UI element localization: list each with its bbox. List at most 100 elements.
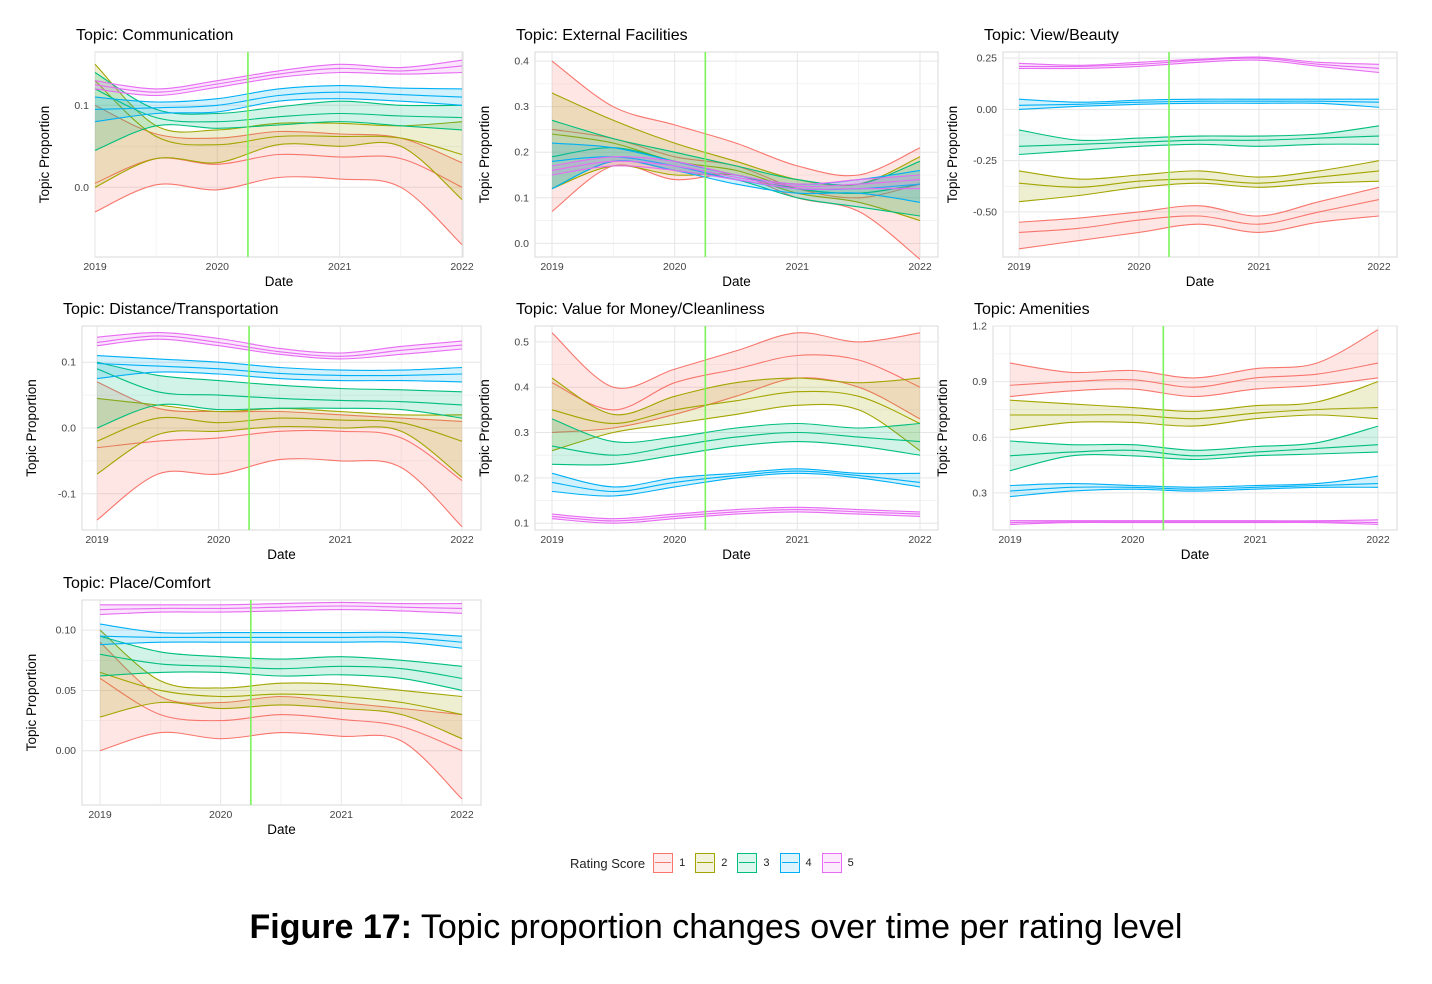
lower-line-2 (99, 701, 463, 740)
upper-line-5 (96, 332, 463, 354)
mean-line-2 (96, 416, 463, 442)
lower-line-1 (99, 731, 463, 800)
upper-line-5 (99, 601, 463, 606)
y-tick-label: -0.25 (973, 155, 997, 167)
x-tick-label: 2021 (786, 261, 810, 273)
panel-border (534, 51, 939, 258)
y-tick-label: -0.1 (58, 488, 76, 500)
series-4 (96, 355, 463, 383)
upper-line-5 (1018, 56, 1380, 66)
upper-line-5 (94, 59, 463, 90)
x-tick-label: 2020 (209, 809, 233, 821)
y-tick-label: 0.1 (61, 357, 76, 369)
series-1 (96, 381, 463, 528)
y-tick-label: 0.0 (514, 238, 529, 250)
mean-line-5 (99, 605, 463, 611)
confidence-band-2 (552, 378, 920, 451)
x-axis-label: Date (267, 547, 296, 562)
y-tick-label: 0.05 (56, 685, 77, 697)
mean-line-3 (94, 88, 463, 123)
upper-line-3 (1009, 425, 1379, 451)
upper-line-3 (551, 418, 921, 444)
y-tick-label: 0.2 (514, 472, 529, 484)
series-2 (1018, 160, 1380, 203)
mean-line-2 (1018, 170, 1380, 188)
y-tick-label: 0.5 (514, 336, 529, 348)
x-tick-label: 2021 (1247, 261, 1271, 273)
x-tick-label: 2022 (908, 261, 932, 273)
mean-line-4 (99, 635, 463, 643)
lower-line-5 (96, 338, 463, 360)
series-4 (94, 85, 463, 123)
panel-border (992, 325, 1398, 531)
legend-item-3: 3 (737, 853, 770, 873)
y-tick-label: 0.3 (972, 487, 987, 499)
lower-line-5 (1009, 521, 1379, 525)
mean-line-1 (551, 354, 921, 411)
y-tick-label: 0.6 (972, 432, 987, 444)
x-tick-label: 2022 (908, 534, 932, 546)
upper-line-1 (99, 641, 463, 716)
series-5 (96, 332, 463, 360)
legend-title: Rating Score (570, 855, 646, 871)
x-tick-label: 2020 (663, 534, 687, 546)
legend-label-3: 3 (763, 857, 770, 869)
confidence-band-4 (100, 624, 462, 649)
y-tick-label: 0.4 (514, 56, 529, 68)
mean-line-4 (94, 91, 463, 110)
chart-panel-5: 2019 2020 2021 2022 0.1 0.2 0.3 0.4 0.5 Topic: Va… (477, 301, 939, 562)
y-tick-label: 0.4 (514, 382, 529, 394)
mean-line-2 (1010, 407, 1379, 420)
series-3 (551, 418, 921, 466)
y-axis-label: Topic Proportion (477, 379, 492, 477)
confidence-band-2 (97, 398, 462, 478)
upper-line-1 (551, 332, 921, 389)
x-tick-label: 2020 (1121, 534, 1145, 546)
figure-caption: Figure 17: Topic proportion changes over… (0, 908, 1432, 947)
y-axis-label: Topic Proportion (935, 379, 950, 477)
lower-line-1 (96, 458, 463, 528)
upper-line-3 (94, 72, 463, 115)
series-5 (1009, 519, 1379, 525)
confidence-band-3 (95, 72, 462, 151)
upper-line-2 (1009, 381, 1379, 412)
legend-key-2 (695, 853, 716, 873)
lower-line-3 (1018, 143, 1380, 156)
mean-line-3 (99, 653, 463, 679)
mean-line-1 (1009, 362, 1379, 388)
confidence-band-4 (552, 468, 920, 497)
x-tick-label: 2019 (540, 534, 564, 546)
upper-line-4 (96, 355, 463, 371)
chart-panel-2: 2019 2020 2021 2022 0.0 0.1 0.2 0.3 0.4 Topic: Ex… (477, 27, 939, 289)
panel-title: Topic: Communication (76, 27, 233, 44)
confidence-band-1 (100, 642, 462, 799)
x-tick-label: 2022 (450, 261, 474, 273)
panel-title: Topic: Value for Money/Cleanliness (516, 301, 765, 318)
confidence-band-5 (100, 602, 462, 615)
confidence-band-5 (97, 332, 462, 359)
legend-label-5: 5 (847, 857, 854, 869)
series-3 (99, 635, 463, 691)
legend-item-4: 4 (779, 853, 812, 873)
x-axis-label: Date (267, 822, 296, 837)
x-tick-label: 2019 (83, 261, 107, 273)
y-axis-label: Topic Proportion (945, 106, 960, 204)
chart-panel-1: 2019 2020 2021 2022 0.0 0.1 Topic: Communicati… (37, 27, 474, 289)
lower-line-4 (99, 641, 463, 649)
x-tick-label: 2022 (450, 534, 474, 546)
upper-line-1 (96, 381, 463, 422)
mean-line-1 (1018, 199, 1380, 233)
mean-line-1 (99, 677, 463, 752)
x-axis-label: Date (1181, 547, 1210, 562)
lower-line-1 (94, 176, 463, 246)
series-5 (1018, 56, 1380, 74)
mean-line-2 (551, 390, 921, 425)
x-tick-label: 2019 (540, 261, 564, 273)
confidence-band-3 (1010, 426, 1378, 471)
upper-line-2 (99, 629, 463, 698)
x-axis-label: Date (1186, 274, 1215, 289)
x-tick-label: 2021 (329, 534, 353, 546)
series-1 (1009, 329, 1379, 398)
legend-key-5 (821, 853, 842, 873)
legend-item-1: 1 (653, 853, 685, 873)
